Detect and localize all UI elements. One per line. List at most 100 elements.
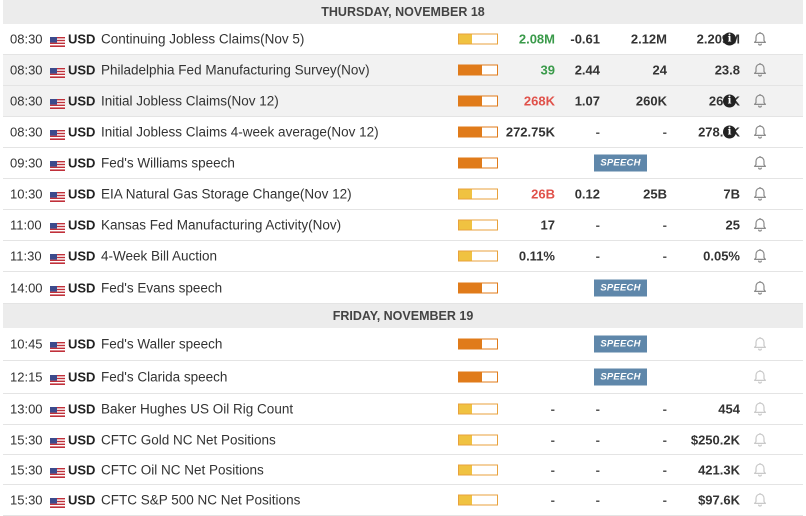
deviation-value: - — [595, 401, 600, 417]
event-title[interactable]: Fed's Evans speech — [101, 280, 223, 295]
event-title[interactable]: Philadelphia Fed Manufacturing Survey(No… — [101, 62, 370, 78]
bell-icon[interactable] — [752, 401, 768, 417]
us-flag-icon — [50, 283, 65, 296]
previous-value: 25 — [725, 217, 740, 233]
event-row[interactable]: 13:00 USD Baker Hughes US Oil Rig Count - - -… — [3, 394, 803, 425]
event-time: 10:30 — [10, 186, 43, 202]
event-row[interactable]: 08:30 USD Continuing Jobless Claims(Nov 5)… — [3, 24, 803, 55]
us-flag-icon — [50, 339, 65, 352]
info-icon[interactable]: i — [723, 32, 736, 46]
event-time: 08:30 — [10, 93, 43, 109]
event-time: 11:30 — [10, 248, 42, 264]
event-row[interactable]: 11:00 USD Kansas Fed Manufacturing Activit… — [3, 210, 803, 241]
bell-icon[interactable] — [752, 62, 768, 78]
event-title[interactable]: 4-Week Bill Auction — [101, 248, 218, 264]
event-row[interactable]: 09:30 USD Fed's Williams speech SPEECH — [3, 148, 803, 179]
deviation-value: - — [595, 492, 600, 508]
bell-icon[interactable] — [752, 31, 768, 47]
event-row[interactable]: 11:30 USD 4-Week Bill Auction 0.11% - - 0.05% — [3, 241, 803, 272]
event-time: 14:00 — [10, 280, 43, 295]
bell-icon[interactable] — [752, 93, 768, 109]
impact-indicator — [458, 126, 498, 138]
event-currency: USD — [68, 217, 96, 233]
event-row[interactable]: 15:30 USD CFTC Gold NC Net Positions - - - $25… — [3, 425, 803, 455]
event-row[interactable]: 08:30 USD Initial Jobless Claims(Nov 12) 26… — [3, 86, 803, 117]
event-title[interactable]: CFTC S&P 500 NC Net Positions — [101, 492, 301, 508]
bell-icon[interactable] — [752, 248, 768, 264]
event-title[interactable]: Baker Hughes US Oil Rig Count — [101, 401, 294, 417]
event-title[interactable]: Initial Jobless Claims 4-week average(No… — [101, 124, 379, 140]
impact-fill — [459, 220, 473, 230]
impact-indicator — [458, 95, 498, 107]
deviation-value: - — [595, 432, 600, 447]
impact-fill — [459, 283, 482, 292]
event-row[interactable]: 12:15 USD Fed's Clarida speech SPEECH — [3, 361, 803, 394]
event-row[interactable]: 10:45 USD Fed's Waller speech SPEECH — [3, 328, 803, 361]
us-flag-icon — [50, 127, 65, 140]
consensus-value: 2.12M — [630, 31, 667, 47]
event-row[interactable]: 08:30 USD Initial Jobless Claims 4-week av… — [3, 117, 803, 148]
impact-indicator — [458, 33, 498, 45]
deviation-value: - — [595, 217, 600, 233]
previous-value: 421.3K — [698, 462, 740, 477]
consensus-value: - — [662, 217, 667, 233]
actual-value: 39 — [540, 62, 555, 78]
us-flag-icon — [50, 96, 65, 109]
consensus-value: - — [662, 492, 667, 508]
previous-value: 23.8 — [714, 62, 740, 78]
event-title[interactable]: Fed's Clarida speech — [101, 369, 228, 385]
impact-indicator — [458, 434, 498, 445]
info-icon[interactable]: i — [723, 125, 736, 139]
actual-value: - — [550, 492, 555, 508]
event-currency: USD — [68, 93, 96, 109]
event-title[interactable]: Initial Jobless Claims(Nov 12) — [101, 93, 279, 109]
event-currency: USD — [68, 492, 96, 508]
actual-value: 272.75K — [505, 124, 555, 140]
bell-icon[interactable] — [752, 492, 768, 508]
bell-icon[interactable] — [752, 432, 768, 448]
event-title[interactable]: Kansas Fed Manufacturing Activity(Nov) — [101, 217, 342, 233]
event-currency: USD — [68, 62, 96, 78]
event-currency: USD — [68, 31, 96, 47]
event-row[interactable]: 14:00 USD Fed's Evans speech SPEECH — [3, 272, 803, 304]
impact-fill — [459, 495, 473, 505]
speech-badge: SPEECH — [594, 154, 647, 172]
event-time: 10:45 — [10, 336, 43, 352]
us-flag-icon — [50, 372, 65, 385]
event-title[interactable]: CFTC Oil NC Net Positions — [101, 462, 264, 477]
bell-icon[interactable] — [752, 186, 768, 202]
event-time: 13:00 — [10, 401, 43, 417]
bell-icon[interactable] — [752, 280, 768, 296]
event-title[interactable]: Fed's Waller speech — [101, 336, 223, 352]
event-time: 08:30 — [10, 31, 43, 47]
bell-icon[interactable] — [752, 217, 768, 233]
previous-value: $250.2K — [690, 432, 740, 447]
event-title[interactable]: Continuing Jobless Claims(Nov 5) — [101, 31, 305, 47]
us-flag-icon — [50, 251, 65, 264]
deviation-value: 2.44 — [574, 62, 600, 78]
speech-badge: SPEECH — [594, 279, 647, 296]
event-row[interactable]: 15:30 USD CFTC Oil NC Net Positions - - - 421.… — [3, 455, 803, 485]
bell-icon[interactable] — [752, 124, 768, 140]
event-time: 15:30 — [10, 462, 43, 477]
bell-icon[interactable] — [752, 369, 768, 385]
actual-value: 26B — [531, 186, 555, 202]
event-time: 15:30 — [10, 432, 43, 447]
actual-value: 268K — [523, 93, 555, 109]
event-currency: USD — [68, 280, 96, 295]
event-row[interactable]: 08:30 USD Philadelphia Fed Manufacturing S… — [3, 55, 803, 86]
impact-indicator — [458, 64, 498, 76]
event-row[interactable]: 10:30 USD EIA Natural Gas Storage Change(N… — [3, 179, 803, 210]
impact-indicator — [458, 219, 498, 231]
event-title[interactable]: Fed's Williams speech — [101, 155, 235, 171]
bell-icon[interactable] — [752, 155, 768, 171]
info-icon[interactable]: i — [723, 94, 736, 108]
event-row[interactable]: 15:30 USD CFTC S&P 500 NC Net Positions - - -… — [3, 485, 803, 516]
event-title[interactable]: EIA Natural Gas Storage Change(Nov 12) — [101, 186, 352, 202]
bell-icon[interactable] — [752, 462, 768, 478]
bell-icon[interactable] — [752, 336, 768, 352]
impact-indicator — [458, 403, 498, 415]
impact-fill — [459, 158, 482, 168]
event-title[interactable]: CFTC Gold NC Net Positions — [101, 432, 276, 447]
